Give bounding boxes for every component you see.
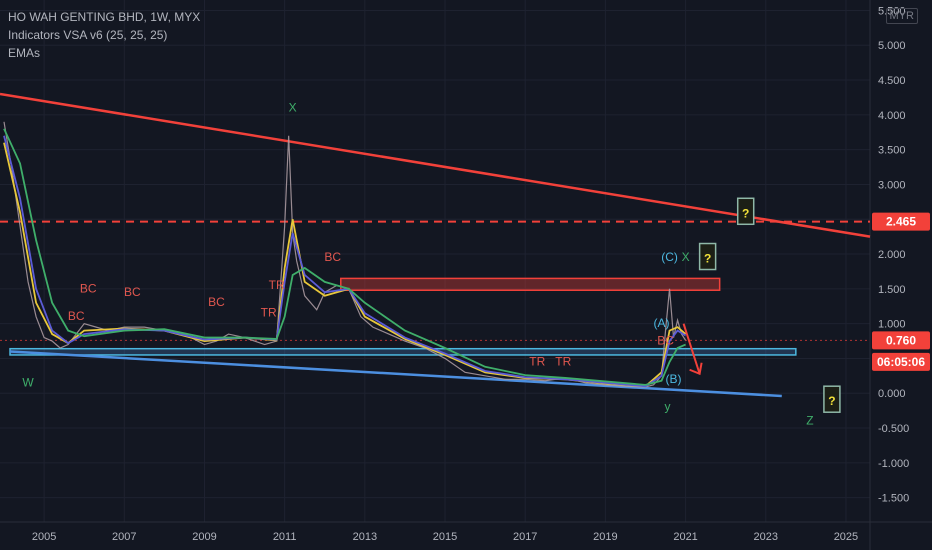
wave-label: TR — [529, 354, 545, 368]
wave-label: y — [665, 400, 671, 414]
wave-label: Z — [806, 414, 813, 428]
wave-label: BC — [68, 309, 85, 323]
y-tick-label: 5.000 — [878, 40, 906, 52]
wave-label: BC — [208, 295, 225, 309]
wave-label: W — [22, 375, 34, 389]
wave-label: TR — [555, 354, 571, 368]
y-tick-label: 1.500 — [878, 284, 906, 296]
y-tick-label: 2.000 — [878, 249, 906, 261]
price-tag — [872, 352, 930, 371]
y-tick-label: 3.500 — [878, 145, 906, 157]
question-box — [698, 242, 717, 271]
x-tick-label: 2013 — [353, 531, 377, 543]
wave-label: (C) — [661, 250, 678, 264]
chart-legend: HO WAH GENTING BHD, 1W, MYX Indicators V… — [8, 8, 200, 62]
x-tick-label: 2009 — [192, 531, 216, 543]
wave-label: BC — [80, 281, 97, 295]
price-tag-label: 06:05:06 — [877, 355, 925, 369]
price-tag — [872, 331, 930, 350]
y-tick-label: -1.000 — [878, 458, 909, 470]
down-arrow — [682, 323, 701, 375]
question-box — [823, 385, 841, 413]
y-tick-label: 0.000 — [878, 388, 906, 400]
wave-label: X — [289, 100, 297, 114]
wave-label: BC — [124, 285, 141, 299]
support-trendline — [9, 350, 782, 398]
x-tick-label: 2007 — [112, 531, 136, 543]
emas-label: EMAs — [8, 46, 41, 60]
y-tick-label: -0.500 — [878, 423, 909, 435]
ema-mid-line — [3, 135, 687, 388]
y-tick-label: 3.000 — [878, 179, 906, 191]
support-zone — [9, 347, 797, 356]
y-tick-label: 4.000 — [878, 110, 906, 122]
y-tick-label: 1.000 — [878, 319, 906, 331]
question-icon: ? — [828, 394, 835, 408]
question-icon: ? — [704, 252, 711, 266]
wave-label: BC — [324, 250, 341, 264]
x-tick-label: 2019 — [593, 531, 617, 543]
price-tag — [872, 212, 930, 231]
y-tick-label: -1.500 — [878, 493, 909, 505]
y-tick-label: 5.500 — [878, 5, 906, 17]
wave-label: (A) — [654, 316, 670, 330]
x-tick-label: 2005 — [32, 531, 56, 543]
price-tag-label: 2.465 — [886, 215, 916, 229]
resistance-trendline — [0, 92, 871, 238]
indicator-label: Indicators VSA v6 (25, 25, 25) — [8, 28, 168, 42]
wave-label: (B) — [666, 372, 682, 386]
wave-label: BC — [657, 334, 674, 348]
ema-slow-line — [3, 128, 686, 386]
price-line — [3, 121, 687, 388]
down-arrow-head — [689, 362, 703, 376]
x-tick-label: 2015 — [433, 531, 457, 543]
x-tick-label: 2017 — [513, 531, 537, 543]
currency-badge[interactable]: MYR — [885, 8, 918, 24]
y-tick-label: 4.500 — [878, 75, 906, 87]
question-box — [736, 197, 755, 226]
x-tick-label: 2025 — [834, 531, 858, 543]
price-tag-label: 0.760 — [886, 333, 916, 347]
wave-label: X — [682, 250, 690, 264]
wave-label: TR — [261, 306, 277, 320]
x-tick-label: 2023 — [754, 531, 778, 543]
symbol-label: HO WAH GENTING BHD, 1W, MYX — [8, 10, 201, 24]
question-icon: ? — [742, 206, 749, 220]
wave-label: TR — [269, 278, 285, 292]
resistance-zone — [340, 277, 721, 291]
x-tick-label: 2011 — [273, 531, 297, 543]
x-tick-label: 2021 — [673, 531, 697, 543]
